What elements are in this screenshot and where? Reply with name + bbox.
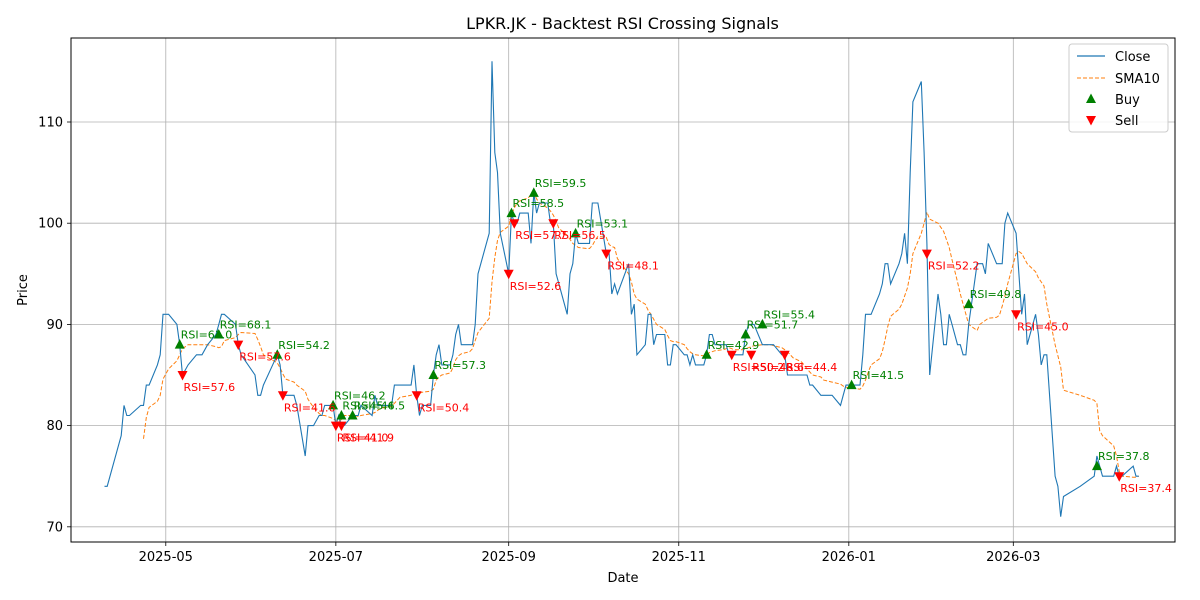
sell-annotation: RSI=57.6 xyxy=(239,351,291,364)
close-line xyxy=(104,61,1139,517)
buy-annotation: RSI=53.1 xyxy=(577,217,629,230)
buy-annotation: RSI=54.2 xyxy=(278,339,330,352)
sell-marker xyxy=(601,249,612,260)
buy-marker xyxy=(336,409,347,420)
buy-marker xyxy=(1091,460,1102,471)
legend-buy-swatch xyxy=(1086,93,1096,103)
buy-annotation: RSI=46.5 xyxy=(354,399,406,412)
buy-annotation: RSI=59.5 xyxy=(535,177,587,190)
y-axis: 70 80 90 100 110 xyxy=(38,116,71,535)
legend-label: Sell xyxy=(1115,114,1138,129)
x-tick-label: 2025-05 xyxy=(139,550,193,565)
sell-marker xyxy=(746,350,757,361)
buy-annotation: RSI=37.8 xyxy=(1098,450,1150,463)
buy-marker xyxy=(570,227,581,238)
buy-annotation: RSI=45.4 xyxy=(342,399,394,412)
grid xyxy=(71,38,1175,542)
buy-annotation: RSI=46.2 xyxy=(334,389,386,402)
buy-annotation: RSI=49.8 xyxy=(970,288,1022,301)
buy-marker xyxy=(272,349,283,359)
sell-annotation: RSI=45.0 xyxy=(1017,320,1069,333)
sell-marker xyxy=(509,219,520,229)
plot-frame xyxy=(70,37,1176,543)
sell-marker xyxy=(411,391,422,401)
buy-marker xyxy=(740,329,751,339)
sell-marker xyxy=(503,269,514,280)
sell-marker xyxy=(233,340,244,351)
sell-annotation: RSI=52.6 xyxy=(510,280,562,293)
legend-box xyxy=(1068,43,1169,133)
buy-marker xyxy=(701,349,712,359)
buy-marker xyxy=(506,207,517,218)
sell-annotation: RSI=52.2 xyxy=(928,260,980,273)
sell-annotation: RSI=48.6 xyxy=(752,361,804,374)
legend-sell-swatch xyxy=(1086,116,1096,126)
y-tick-label: 70 xyxy=(46,520,63,535)
plot-area xyxy=(70,37,1176,543)
sell-annotation: RSI=41.9 xyxy=(342,432,394,445)
buy-annotation: RSI=42.9 xyxy=(708,339,760,352)
y-tick-label: 110 xyxy=(38,116,63,131)
sell-annotation: RSI=57.6 xyxy=(184,381,236,394)
buy-marker xyxy=(347,409,358,420)
sell-marker xyxy=(277,391,288,401)
buy-annotation: RSI=57.3 xyxy=(434,359,486,372)
sell-marker xyxy=(177,371,188,381)
x-tick-label: 2025-07 xyxy=(309,550,363,565)
buy-annotation: RSI=58.5 xyxy=(512,197,564,210)
sell-annotation: RSI=50.4 xyxy=(418,401,470,414)
buy-annotation: RSI=68.1 xyxy=(220,319,272,332)
series-layer xyxy=(104,61,1139,517)
sell-marker xyxy=(726,350,737,361)
buy-marker xyxy=(328,399,339,410)
sell-marker xyxy=(1011,310,1022,320)
signals-layer: RSI=61.0RSI=68.1RSI=54.2RSI=46.2RSI=45.4… xyxy=(174,177,1172,495)
sell-marker xyxy=(336,421,347,432)
buy-marker xyxy=(213,329,224,339)
legend: Close SMA10 Buy Sell xyxy=(1068,43,1169,133)
sell-annotation: RSI=50.2 xyxy=(733,361,785,374)
x-tick-label: 2025-11 xyxy=(652,550,706,565)
legend-label: Close xyxy=(1115,50,1150,65)
sell-annotation: RSI=44.4 xyxy=(786,361,838,374)
y-tick-label: 90 xyxy=(46,318,63,333)
sell-annotation: RSI=57.7 xyxy=(515,229,567,242)
buy-annotation: RSI=41.5 xyxy=(853,369,905,382)
x-axis: 2025-05 2025-07 2025-09 2025-11 2026-01 2026-… xyxy=(139,542,1040,565)
sell-annotation: RSI=56.5 xyxy=(554,229,606,242)
buy-marker xyxy=(846,379,857,390)
buy-marker xyxy=(428,369,439,380)
legend-label: SMA10 xyxy=(1115,72,1160,87)
legend-label: Buy xyxy=(1115,93,1140,108)
buy-marker xyxy=(963,298,974,309)
x-axis-label: Date xyxy=(607,571,638,586)
chart-title: LPKR.JK - Backtest RSI Crossing Signals xyxy=(466,14,779,33)
sell-annotation: RSI=41.0 xyxy=(337,432,389,445)
buy-marker xyxy=(757,318,768,329)
sell-marker xyxy=(779,350,790,361)
x-tick-label: 2026-03 xyxy=(986,550,1040,565)
y-axis-label: Price xyxy=(16,274,31,306)
sell-annotation: RSI=37.4 xyxy=(1120,482,1172,495)
x-tick-label: 2025-09 xyxy=(482,550,536,565)
sell-marker xyxy=(921,249,932,260)
buy-marker xyxy=(528,187,539,197)
x-tick-label: 2026-01 xyxy=(822,550,876,565)
buy-marker xyxy=(174,339,185,349)
buy-annotation: RSI=55.4 xyxy=(763,308,815,321)
sell-marker xyxy=(1114,472,1125,482)
y-tick-label: 100 xyxy=(38,217,63,232)
sell-annotation: RSI=41.6 xyxy=(284,401,336,414)
sell-annotation: RSI=48.1 xyxy=(607,260,659,273)
y-tick-label: 80 xyxy=(46,419,63,434)
sell-marker xyxy=(548,219,559,229)
